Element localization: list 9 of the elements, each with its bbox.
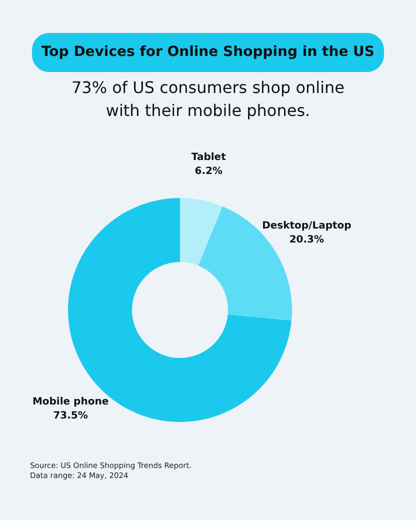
data-label: 20.3%: [289, 234, 324, 246]
donut-slice: [180, 198, 223, 266]
slice-label: Tablet: [191, 152, 226, 163]
data-label: 6.2%: [194, 166, 223, 177]
chart-title: Top Devices for Online Shopping in the US: [41, 44, 375, 60]
slice-label: Mobile phone: [32, 396, 109, 408]
data-label: 73.5%: [53, 410, 88, 422]
chart-subtitle: 73% of US consumers shop online with their mobile phones.: [71, 78, 345, 120]
slice-label: Desktop/Laptop: [262, 220, 352, 232]
